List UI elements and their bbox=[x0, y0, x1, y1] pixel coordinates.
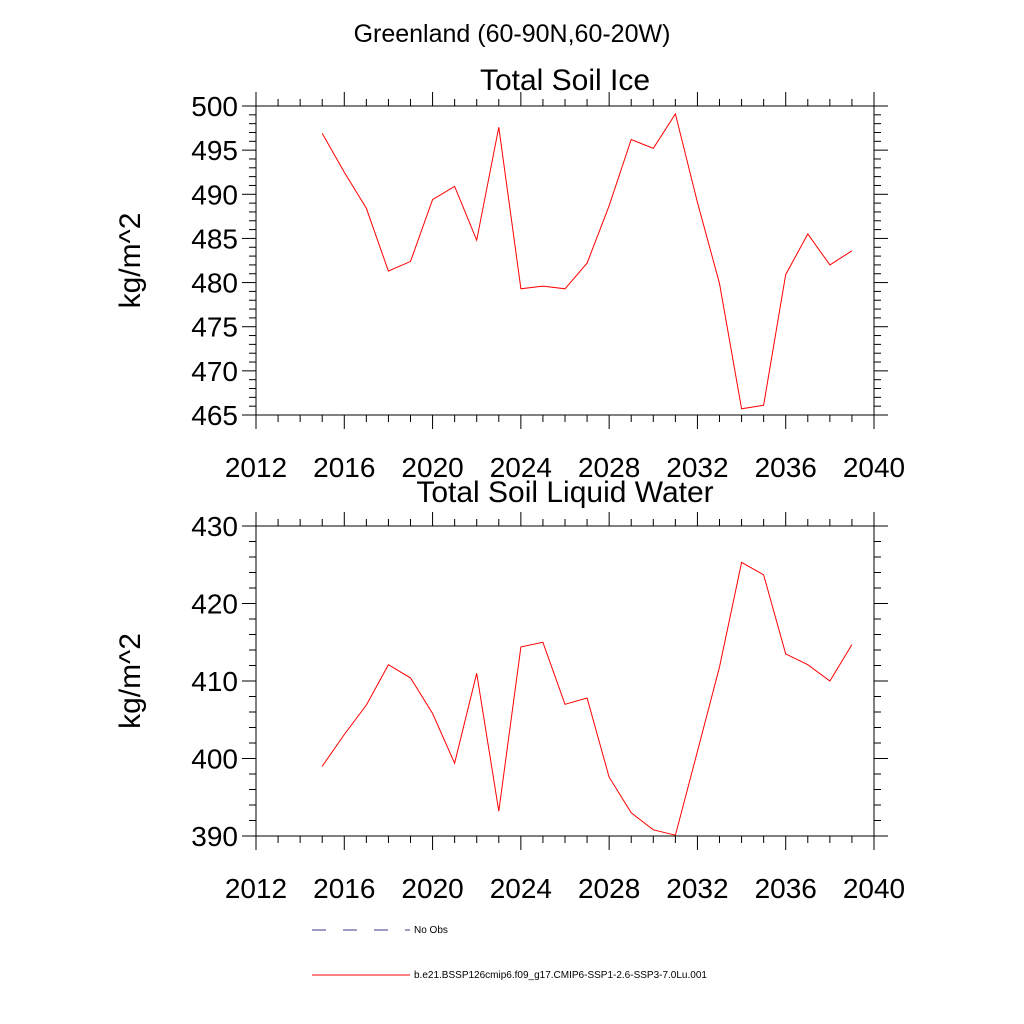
x-tick-label: 2012 bbox=[225, 873, 287, 904]
panel-total-soil-liquid-water: Total Soil Liquid Water 2012 2016 2020 2024 2… bbox=[114, 476, 905, 904]
y-tick-label: 465 bbox=[191, 400, 238, 431]
x-tick-label: 2036 bbox=[755, 452, 817, 483]
x-tick-label: 2024 bbox=[490, 452, 552, 483]
y-axis-label: kg/m^2 bbox=[114, 213, 147, 309]
x-tick-label: 2028 bbox=[578, 873, 640, 904]
y-tick-label: 470 bbox=[191, 356, 238, 387]
x-tick-label: 2036 bbox=[755, 873, 817, 904]
y-tick-label: 485 bbox=[191, 223, 238, 254]
y-tick-label: 480 bbox=[191, 268, 238, 299]
y-tick-label: 420 bbox=[191, 589, 238, 620]
legend-label-no-obs: No Obs bbox=[414, 925, 448, 936]
panel-total-soil-ice: Total Soil Ice 2012 2016 2020 2024 2028 2032 20… bbox=[114, 64, 905, 483]
y-tick-label: 390 bbox=[191, 821, 238, 852]
panel-title: Total Soil Ice bbox=[480, 64, 650, 97]
x-tick-label: 2016 bbox=[313, 452, 375, 483]
legend-label-model-run: b.e21.BSSP126cmip6.f09_g17.CMIP6-SSP1-2.… bbox=[414, 970, 707, 981]
x-tick-label: 2032 bbox=[666, 873, 728, 904]
x-tick-label: 2024 bbox=[490, 873, 552, 904]
x-tick-label: 2020 bbox=[401, 452, 463, 483]
series-line bbox=[321, 561, 853, 836]
y-tick-label: 500 bbox=[191, 91, 238, 122]
panel-title: Total Soil Liquid Water bbox=[416, 476, 713, 509]
series-line bbox=[321, 112, 853, 410]
x-tick-label: 2040 bbox=[843, 452, 905, 483]
y-tick-label: 400 bbox=[191, 744, 238, 775]
y-tick-label: 475 bbox=[191, 312, 238, 343]
x-tick-label: 2028 bbox=[578, 452, 640, 483]
plot-frame bbox=[255, 525, 875, 837]
x-tick-label: 2032 bbox=[666, 452, 728, 483]
y-axis-label: kg/m^2 bbox=[114, 633, 147, 729]
x-tick-label: 2040 bbox=[843, 873, 905, 904]
x-tick-label: 2020 bbox=[401, 873, 463, 904]
x-tick-label: 2012 bbox=[225, 452, 287, 483]
legend: No Obs b.e21.BSSP126cmip6.f09_g17.CMIP6-… bbox=[312, 925, 707, 981]
x-tick-label: 2016 bbox=[313, 873, 375, 904]
y-tick-label: 495 bbox=[191, 135, 238, 166]
y-tick-label: 410 bbox=[191, 666, 238, 697]
figure-suptitle: Greenland (60-90N,60-20W) bbox=[354, 20, 671, 48]
y-tick-label: 490 bbox=[191, 179, 238, 210]
plot-frame bbox=[255, 105, 875, 416]
y-tick-label: 430 bbox=[191, 511, 238, 542]
